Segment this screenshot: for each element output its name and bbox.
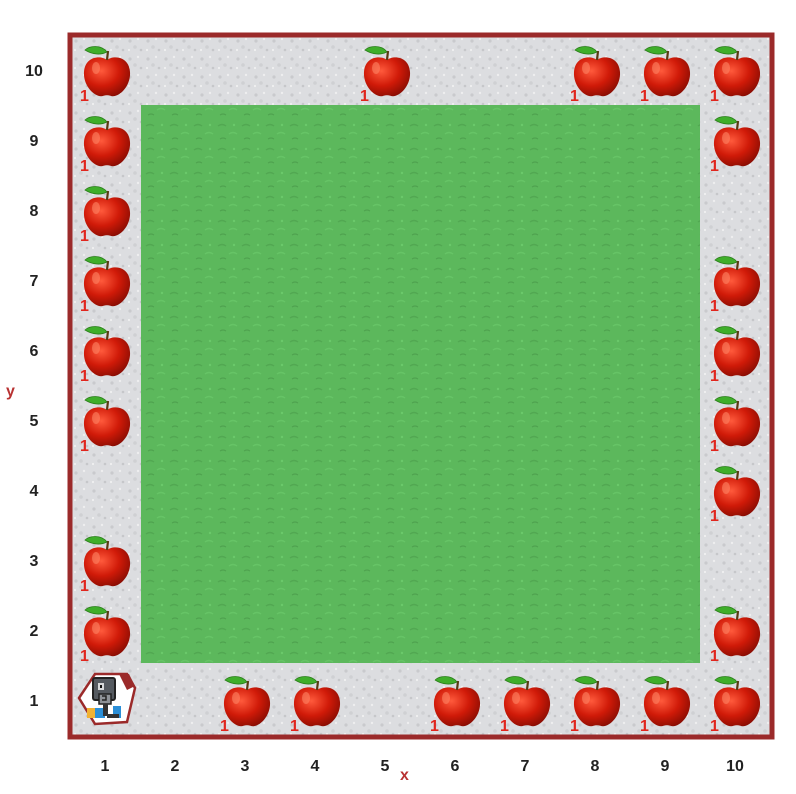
apple-icon <box>293 676 341 727</box>
apple-count: 1 <box>710 718 719 735</box>
apple-count: 1 <box>500 718 509 735</box>
apple-count: 1 <box>80 368 89 385</box>
apple-icon <box>363 46 411 97</box>
apple-icon <box>713 256 761 307</box>
apple-count: 1 <box>80 578 89 595</box>
x-axis-label: 6 <box>450 758 460 775</box>
apple-count: 1 <box>710 368 719 385</box>
apple-icon <box>83 536 131 587</box>
apple-icon <box>83 46 131 97</box>
apple-count: 1 <box>640 718 649 735</box>
x-axis-label: 3 <box>240 758 250 775</box>
apple-icon <box>713 396 761 447</box>
apple-icon <box>713 326 761 377</box>
apple-count: 1 <box>710 158 719 175</box>
apple-count: 1 <box>290 718 299 735</box>
y-axis-label: 5 <box>29 413 39 430</box>
apple-icon <box>83 396 131 447</box>
apple-count: 1 <box>710 438 719 455</box>
y-axis-label: 2 <box>29 623 39 640</box>
apple-icon <box>83 116 131 167</box>
y-axis-label: 8 <box>29 203 39 220</box>
apple-count: 1 <box>80 438 89 455</box>
x-axis-label: 5 <box>380 758 390 775</box>
apple-icon <box>643 46 691 97</box>
apple-icon <box>573 46 621 97</box>
y-axis-label: 4 <box>29 483 39 500</box>
y-axis-name: y <box>6 383 15 400</box>
apple-count: 1 <box>710 648 719 665</box>
y-axis-label: 1 <box>29 693 39 710</box>
apple-count: 1 <box>80 228 89 245</box>
apple-count: 1 <box>80 88 89 105</box>
x-axis-label: 8 <box>590 758 600 775</box>
x-axis-label: 10 <box>726 758 744 775</box>
y-axis-label: 6 <box>29 343 39 360</box>
y-axis-label: 9 <box>29 133 39 150</box>
apple-icon <box>223 676 271 727</box>
apple-icon <box>713 606 761 657</box>
apples-layer: 1 1 1 1 1 1 1 1 1 1 1 1 1 1 1 1 1 1 1 1 1 1 1 1 1 <box>80 46 761 735</box>
apple-icon <box>713 466 761 517</box>
robot-layer <box>77 672 137 726</box>
x-axis-label: 2 <box>170 758 180 775</box>
apple-count: 1 <box>710 508 719 525</box>
y-axis-label: 3 <box>29 553 39 570</box>
apple-icon <box>83 606 131 657</box>
apple-count: 1 <box>80 648 89 665</box>
apple-icon <box>643 676 691 727</box>
y-axis-label: 7 <box>29 273 39 290</box>
apple-count: 1 <box>220 718 229 735</box>
apple-icon <box>83 186 131 237</box>
apple-count: 1 <box>80 298 89 315</box>
x-axis-label: 7 <box>520 758 530 775</box>
grass-field <box>141 105 700 663</box>
apple-icon <box>713 676 761 727</box>
robot-icon <box>77 672 137 726</box>
y-axis-label: 10 <box>25 63 43 80</box>
x-axis-label: 9 <box>660 758 670 775</box>
apple-icon <box>503 676 551 727</box>
apple-icon <box>713 46 761 97</box>
apple-icon <box>83 326 131 377</box>
apple-count: 1 <box>570 88 579 105</box>
world-border <box>67 32 775 740</box>
x-axis-name: x <box>400 767 409 784</box>
apple-count: 1 <box>430 718 439 735</box>
apple-count: 1 <box>570 718 579 735</box>
apple-count: 1 <box>710 88 719 105</box>
x-axis-label: 4 <box>310 758 320 775</box>
apple-icon <box>573 676 621 727</box>
apple-icon <box>713 116 761 167</box>
apple-count: 1 <box>640 88 649 105</box>
apple-count: 1 <box>80 158 89 175</box>
apple-count: 1 <box>710 298 719 315</box>
apple-count: 1 <box>360 88 369 105</box>
apple-icon <box>433 676 481 727</box>
x-axis-label: 1 <box>100 758 110 775</box>
apple-icon <box>83 256 131 307</box>
